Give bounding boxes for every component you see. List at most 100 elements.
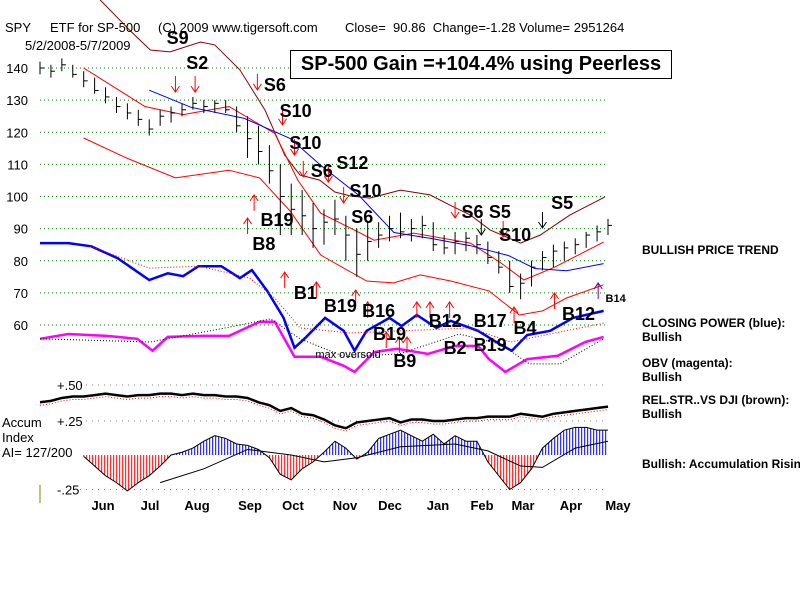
signal-label: S6 [351, 207, 373, 227]
price-tick-label: 60 [14, 318, 28, 333]
arrow-head-icon [171, 85, 180, 93]
signal-label: B19 [261, 210, 294, 230]
obv-title: OBV (magenta): [642, 356, 733, 370]
signal-label: S10 [349, 181, 381, 201]
date-range: 5/2/2008-5/7/2009 [25, 38, 131, 53]
month-tick-label: Jun [91, 498, 114, 513]
arrow-head-icon [323, 175, 333, 183]
closing-power-value: Bullish [642, 330, 683, 344]
signal-label: S10 [289, 133, 321, 153]
month-tick-label: Oct [282, 498, 304, 513]
month-tick-label: May [605, 498, 631, 513]
price-tick-label: 90 [14, 222, 28, 237]
copyright: (C) 2009 www.tigersoft.com [158, 20, 318, 35]
month-tick-label: Aug [184, 498, 209, 513]
arrow-head-icon [351, 289, 361, 297]
signal-label: S12 [336, 153, 368, 173]
closing-power-title: CLOSING POWER (blue): [642, 316, 786, 330]
signal-label: B19 [474, 335, 507, 355]
signal-label: S6 [311, 161, 333, 181]
ai-value: AI= 127/200 [2, 445, 73, 460]
arrow-head-icon [476, 228, 486, 236]
series-lower-band [83, 137, 604, 316]
panel-tick-label: +.25 [57, 414, 83, 429]
signal-label: S9 [167, 28, 189, 48]
accum-ma-line [160, 440, 609, 484]
arrow-head-icon [593, 282, 603, 290]
arrow-head-icon [402, 335, 412, 344]
price-tick-label: 80 [14, 254, 28, 269]
signal-label: B2 [444, 338, 467, 358]
signal-label: B12 [429, 311, 462, 331]
month-tick-label: Apr [560, 498, 582, 513]
arrow-head-icon [538, 221, 547, 229]
signal-label: B19 [373, 324, 406, 344]
signal-label: B16 [362, 301, 395, 321]
price-tick-label: 110 [7, 157, 28, 172]
signal-label: S6 [462, 202, 484, 222]
price-tick-label: 130 [6, 93, 28, 108]
signal-label: B19 [324, 296, 357, 316]
arrow-head-icon [249, 193, 259, 202]
arrow-head-icon [509, 306, 519, 314]
month-tick-label: Sep [238, 498, 262, 513]
signal-label: B4 [513, 318, 536, 338]
arrow-head-icon [445, 300, 455, 309]
annotation-text: max oversold [315, 349, 380, 361]
series-middle-band [83, 67, 604, 281]
arrow-head-icon [190, 85, 200, 93]
panel-tick-label: +.50 [57, 378, 83, 393]
signal-label: S5 [551, 193, 573, 213]
month-tick-label: Nov [333, 498, 358, 513]
signal-label: S10 [280, 101, 312, 121]
arrow-head-icon [412, 300, 422, 309]
signal-label: S2 [186, 53, 208, 73]
signal-label: B9 [393, 351, 416, 371]
series-obv-ma-black-dotted- [39, 318, 604, 365]
relative-strength-line [39, 392, 609, 430]
accum-outline [83, 426, 608, 492]
series-obv-magenta- [39, 320, 604, 374]
arrow-head-icon [394, 335, 404, 344]
series-upper-band-outer- [99, 0, 605, 244]
month-tick-label: Jul [141, 498, 160, 513]
price-tick-label: 120 [6, 125, 28, 140]
signal-label: B12 [562, 304, 595, 324]
month-tick-label: Jan [427, 498, 449, 513]
signal-label: S5 [489, 202, 511, 222]
price-tick-label: 100 [6, 190, 28, 205]
symbol: SPY [5, 20, 32, 35]
signal-label: S10 [499, 225, 531, 245]
gain-banner: SP-500 Gain =+104.4% using Peerless [290, 50, 672, 79]
arrow-head-icon [498, 230, 508, 238]
arrow-head-icon [425, 300, 435, 309]
series-moving-average-blue- [149, 89, 604, 272]
arrow-head-icon [280, 271, 290, 279]
signal-label: B8 [252, 234, 275, 254]
series-closing-power-ma-red-dotted- [90, 245, 604, 343]
month-tick-label: Mar [511, 498, 534, 513]
relstr-value: Bullish [642, 407, 683, 421]
quote-info: Close= 90.86 Change=-1.28 Volume= 295126… [345, 20, 625, 35]
arrow-head-icon [550, 291, 559, 300]
arrow-head-icon [243, 217, 252, 225]
arrow-head-icon [298, 170, 308, 178]
arrow-head-icon [278, 118, 287, 126]
price-trend-label: BULLISH PRICE TREND [642, 243, 779, 257]
signal-label-small: B14 [606, 293, 627, 305]
month-tick-label: Feb [470, 498, 493, 513]
accum-label-1: Accum [2, 415, 42, 430]
arrow-head-icon [311, 281, 321, 289]
accum-label-2: Index [2, 430, 34, 445]
signal-label: B1 [294, 283, 317, 303]
signal-label: B17 [474, 311, 507, 331]
signal-label: S6 [264, 75, 286, 95]
price-tick-label: 140 [6, 61, 28, 76]
arrow-head-icon [381, 331, 391, 339]
arrow-head-icon [363, 300, 373, 309]
price-tick-label: 70 [14, 286, 28, 301]
arrow-head-icon [450, 211, 460, 219]
arrow-head-icon [252, 83, 262, 91]
arrow-head-icon [339, 196, 349, 204]
obv-value: Bullish [642, 370, 683, 384]
